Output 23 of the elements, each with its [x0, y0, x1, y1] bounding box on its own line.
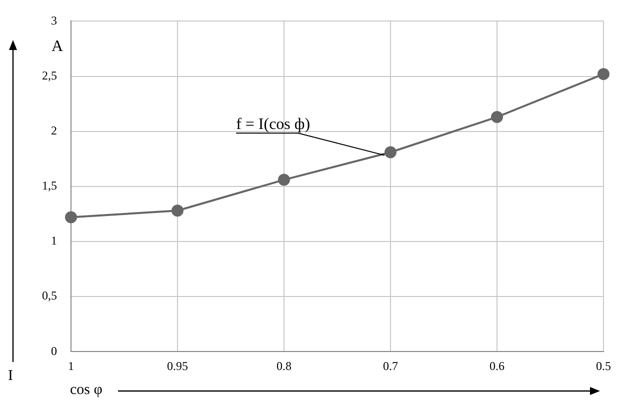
- x-tick-label: 0.95: [167, 358, 188, 373]
- text: A: [51, 38, 64, 56]
- point: [384, 146, 396, 158]
- point: [278, 174, 290, 186]
- y-tick-label: 2: [51, 123, 57, 138]
- x-tick-label: 0.5: [596, 358, 611, 373]
- annotation: f = I(cos ф): [236, 116, 310, 134]
- y-axis-title: I: [8, 368, 13, 385]
- x-tick-label: 0.8: [276, 358, 292, 373]
- y-tick-label: 1: [51, 234, 57, 248]
- x-tick-label: 0.6: [490, 358, 504, 373]
- y-tick-label: 0,5: [42, 288, 57, 303]
- x-tick-label: 0.7: [383, 358, 398, 373]
- y-tick-label: 3: [51, 13, 57, 28]
- point: [598, 68, 610, 80]
- point: [172, 204, 184, 217]
- y-tick-label: 1,5: [42, 178, 57, 193]
- x-axis-title: cos φ: [70, 382, 102, 399]
- y-tick-label: 2,5: [42, 68, 57, 82]
- x-tick-label: 1: [68, 358, 74, 373]
- y-tick-label: 0: [51, 344, 57, 358]
- point: [491, 111, 503, 124]
- point: [65, 211, 77, 224]
